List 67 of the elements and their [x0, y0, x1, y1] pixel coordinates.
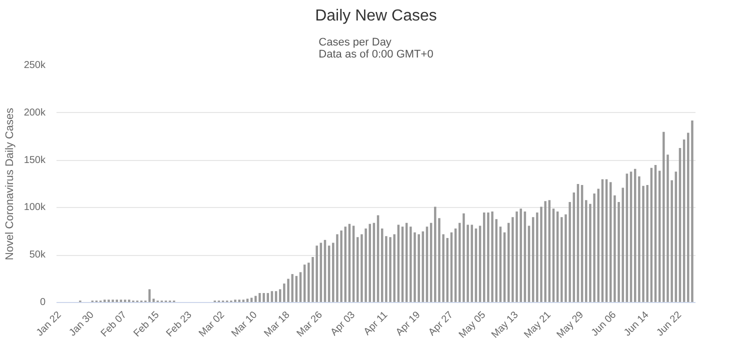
x-tick-label: Jun 22: [654, 309, 684, 339]
bar: [104, 300, 106, 302]
bar: [266, 293, 269, 302]
bar: [568, 202, 571, 302]
bar: [336, 234, 338, 302]
bar: [622, 188, 624, 302]
y-tick-label: 0: [40, 297, 46, 308]
x-tick-label: Feb 15: [132, 309, 162, 340]
bar: [646, 184, 648, 302]
bar: [483, 212, 486, 302]
bar: [418, 234, 420, 302]
bar: [614, 195, 616, 302]
chart-subtitle: Cases per Day Data as of 0:00 GMT+0: [318, 36, 434, 60]
x-tick-label: Apr 19: [394, 309, 424, 338]
bar: [516, 211, 518, 302]
bar: [410, 226, 412, 302]
bar: [691, 120, 694, 302]
x-tick-label: Jan 22: [34, 309, 64, 339]
bar: [258, 293, 261, 302]
x-tick-label: Mar 26: [295, 309, 326, 340]
bar: [234, 300, 236, 302]
y-tick-label: 200k: [24, 107, 46, 118]
x-tick-label: Apr 03: [328, 309, 358, 338]
x-tick-label: Feb 23: [164, 309, 195, 340]
x-tick-label: Jun 06: [590, 309, 619, 339]
x-tick-label: Jan 30: [67, 309, 97, 339]
bar: [389, 237, 392, 302]
y-axis-title: Novel Coronavirus Daily Cases: [4, 107, 16, 260]
bar: [544, 201, 546, 302]
x-tick-label: Apr 11: [362, 309, 390, 338]
bar: [462, 213, 465, 302]
bar: [385, 236, 388, 302]
bar: [340, 230, 342, 302]
x-tick-label: Jun 14: [622, 309, 652, 339]
chart-title: Daily New Cases: [315, 8, 437, 24]
y-tick-label: 100k: [24, 202, 46, 214]
y-tick-label: 150k: [24, 154, 46, 166]
x-tick-label: May 21: [522, 309, 554, 341]
x-tick-label: Mar 18: [262, 309, 292, 340]
bar: [491, 211, 494, 302]
x-tick-label: Apr 27: [426, 309, 456, 338]
x-tick-label: Mar 10: [230, 309, 260, 340]
bar: [520, 208, 522, 302]
x-tick-label: May 05: [457, 309, 488, 341]
bar: [364, 228, 367, 302]
x-tick-label: May 29: [554, 309, 586, 341]
bar: [108, 300, 110, 302]
bar: [238, 300, 240, 302]
bar: [662, 132, 665, 302]
bar: [593, 193, 596, 302]
y-tick-label: 250k: [24, 60, 46, 71]
bar: [291, 274, 294, 302]
bar: [434, 206, 436, 302]
y-tick-label: 50k: [29, 250, 46, 261]
x-tick-label: Feb 07: [99, 309, 130, 340]
bar: [316, 246, 318, 302]
bar: [585, 200, 588, 302]
bar: [638, 176, 640, 302]
bar: [393, 234, 396, 302]
x-tick-label: May 13: [490, 309, 521, 341]
bar: [356, 237, 359, 302]
bar: [112, 300, 114, 302]
bar: [560, 217, 563, 302]
bar: [262, 293, 265, 302]
bar: [128, 300, 130, 302]
x-tick-label: Mar 02: [197, 309, 228, 340]
bar: [487, 212, 490, 302]
